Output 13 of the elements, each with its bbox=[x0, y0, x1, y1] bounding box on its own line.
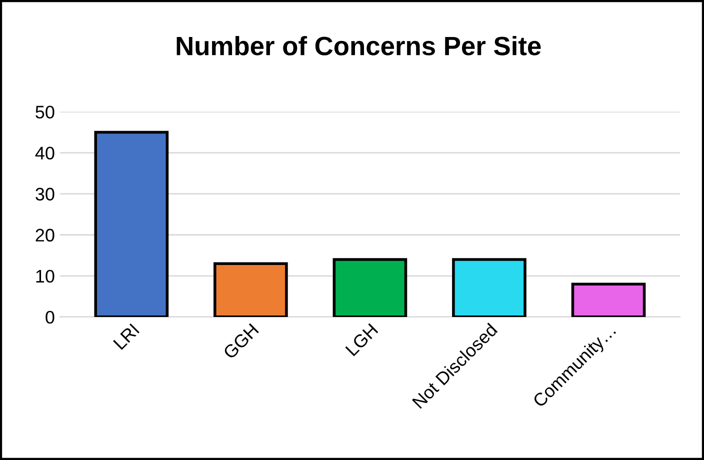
y-tick-label: 40 bbox=[35, 146, 54, 160]
y-tick-label: 50 bbox=[36, 106, 54, 118]
y-tick-label: 30 bbox=[36, 188, 54, 201]
y-tick-label: 20 bbox=[36, 228, 54, 242]
x-tick-label: LRI bbox=[113, 323, 140, 350]
chart-title: Number of Concerns Per Site bbox=[176, 36, 541, 56]
bar bbox=[214, 262, 288, 317]
bar bbox=[571, 282, 646, 317]
y-tick-label: 10 bbox=[36, 270, 54, 283]
bar bbox=[452, 258, 526, 317]
y-tick-label: 0 bbox=[46, 310, 54, 324]
bar bbox=[94, 130, 169, 317]
bar bbox=[332, 258, 408, 317]
